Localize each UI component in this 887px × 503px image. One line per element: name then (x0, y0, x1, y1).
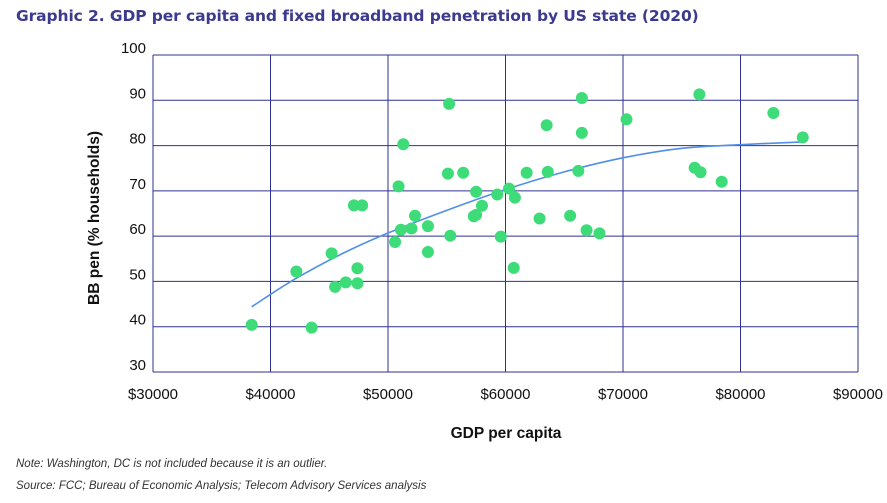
data-point (325, 247, 338, 260)
x-axis-ticks: $30000 $40000 $50000 $60000 $70000 $80000 $900… (128, 386, 883, 403)
x-tick-label: $30000 (128, 386, 178, 403)
data-point (540, 119, 553, 132)
chart-title: Graphic 2. GDP per capita and fixed broa… (16, 7, 699, 25)
y-tick-label: 40 (129, 312, 146, 329)
data-point (329, 280, 342, 293)
data-point (520, 166, 533, 179)
data-point (564, 209, 577, 222)
data-points (245, 88, 809, 334)
x-tick-label: $60000 (480, 386, 530, 403)
data-point (575, 92, 588, 105)
data-point (575, 126, 588, 139)
x-tick-label: $50000 (363, 386, 413, 403)
data-point (290, 265, 303, 278)
x-tick-label: $70000 (598, 386, 648, 403)
data-point (508, 191, 521, 204)
data-point (441, 167, 454, 180)
x-tick-label: $40000 (245, 386, 295, 403)
y-tick-label: 50 (129, 266, 146, 283)
data-point (397, 138, 410, 151)
data-point (620, 113, 633, 126)
grid (152, 54, 859, 373)
data-point (593, 227, 606, 240)
data-point (405, 222, 418, 235)
data-point (339, 276, 352, 289)
y-tick-label: 80 (129, 131, 146, 148)
data-point (245, 318, 258, 331)
data-point (305, 321, 318, 334)
y-axis-label: BB pen (% households) (86, 131, 103, 305)
data-point (476, 199, 488, 212)
y-tick-label: 70 (129, 176, 146, 193)
y-tick-label: 100 (121, 40, 146, 57)
data-point (715, 175, 728, 188)
data-point (347, 199, 360, 212)
data-point (572, 164, 585, 177)
data-point (494, 230, 507, 243)
y-tick-label: 90 (129, 85, 146, 102)
data-point (470, 208, 483, 221)
chart-source: Source: FCC; Bureau of Economic Analysis… (16, 480, 427, 492)
data-point (351, 277, 364, 290)
data-point (503, 182, 516, 195)
x-axis-label: GDP per capita (451, 425, 562, 442)
data-point (356, 199, 369, 212)
data-point (533, 212, 546, 225)
data-point (394, 223, 407, 236)
data-point (796, 131, 809, 144)
y-tick-label: 60 (129, 221, 146, 238)
data-point (767, 106, 780, 119)
data-point (457, 166, 470, 179)
chart-note: Note: Washington, DC is not included bec… (16, 458, 328, 470)
data-point (694, 166, 707, 179)
data-point (421, 245, 434, 258)
data-point (351, 262, 364, 275)
data-point (389, 236, 402, 249)
data-point (409, 209, 422, 222)
data-point (444, 229, 457, 242)
data-point (470, 185, 483, 198)
data-point (491, 188, 504, 201)
data-point (443, 97, 456, 110)
data-point (507, 261, 520, 274)
data-point (580, 224, 593, 237)
y-axis-ticks: 30 40 50 60 70 80 90 100 (121, 40, 146, 374)
y-tick-label: 30 (129, 357, 146, 374)
x-tick-label: $80000 (715, 386, 765, 403)
x-tick-label: $90000 (833, 386, 883, 403)
data-point (421, 220, 434, 233)
data-point (392, 180, 405, 193)
data-point (693, 88, 706, 101)
data-point (541, 165, 554, 178)
